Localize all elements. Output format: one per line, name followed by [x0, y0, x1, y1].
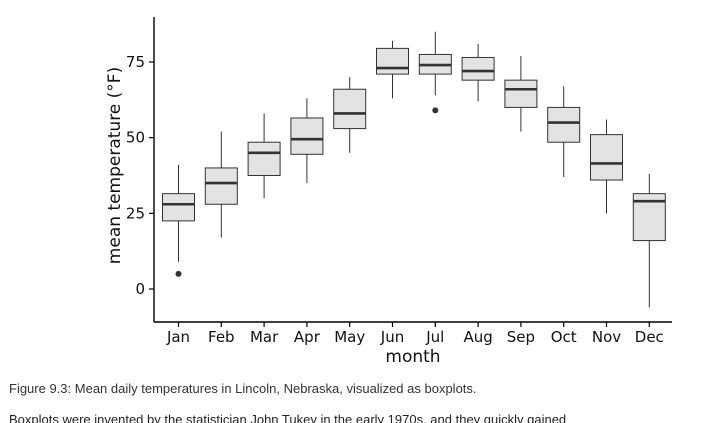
box-iqr: [290, 117, 324, 155]
boxplot-chart: 0 25 50 75 Jan Feb Mar Apr May Jun Jul Aug Sep Oct Nov…: [105, 17, 672, 367]
outlier-point: [432, 107, 439, 114]
body-paragraph: Boxplots were invented by the statistici…: [9, 412, 567, 423]
boxplot-svg: 0 25 50 75 Jan Feb Mar Apr May Jun Jul Aug Sep Oct Nov…: [105, 17, 672, 367]
x-tick-label: Jul: [425, 328, 444, 346]
y-tick-label: 25: [126, 204, 145, 222]
box-iqr: [247, 141, 281, 176]
figure-caption: Figure 9.3: Mean daily temperatures in L…: [9, 381, 477, 396]
x-tick-label: Nov: [592, 328, 621, 346]
box-iqr: [204, 167, 238, 205]
x-tick-label: Sep: [507, 328, 535, 346]
x-tick-label: Oct: [551, 328, 577, 346]
box-iqr: [590, 134, 623, 181]
box-iqr: [376, 47, 409, 75]
x-tick-label: Mar: [250, 328, 279, 346]
x-tick-label: Feb: [208, 328, 235, 346]
box-iqr: [162, 193, 195, 222]
box-iqr: [333, 88, 367, 130]
box-iqr: [547, 106, 581, 143]
outlier-point: [175, 270, 182, 277]
x-tick-label: Apr: [294, 328, 321, 346]
x-tick-label: Aug: [463, 328, 492, 346]
box-iqr: [461, 56, 495, 81]
y-tick-label: 50: [126, 129, 145, 147]
y-tick-label: 75: [126, 53, 145, 71]
x-tick-label: May: [334, 328, 365, 346]
box-iqr: [504, 79, 538, 108]
x-tick-label: Dec: [635, 328, 664, 346]
x-tick-label: Jan: [166, 328, 190, 346]
x-axis-title: month: [385, 347, 440, 367]
y-axis-title: mean temperature (°F): [105, 67, 125, 264]
x-tick-label: Jun: [380, 328, 404, 346]
y-tick-label: 0: [135, 280, 145, 298]
